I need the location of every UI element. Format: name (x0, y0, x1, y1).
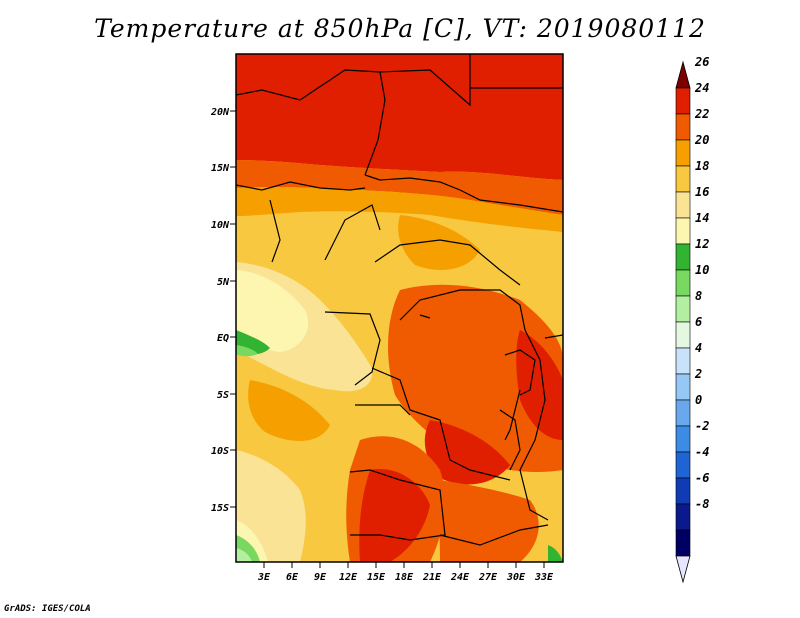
colorbar-segment (675, 269, 691, 297)
lon-label: 9E (314, 572, 327, 583)
colorbar-segment (675, 399, 691, 427)
lat-labels: 20N 15N 10N 5N EQ 5S 10S 15S (210, 107, 230, 514)
lon-ticks (263, 562, 545, 568)
colorbar-segment (675, 139, 691, 167)
colorbar-label: -2 (695, 419, 709, 433)
colorbar-label: 16 (695, 185, 709, 199)
lon-label: 33E (534, 572, 554, 583)
country-borders (236, 54, 563, 546)
colorbar-segment (675, 503, 691, 531)
colorbar-segment (675, 191, 691, 219)
lat-label: 5N (217, 277, 230, 288)
colorbar-segment (675, 425, 691, 453)
colorbar-segment (675, 113, 691, 141)
lat-label: EQ (217, 333, 229, 344)
lat-label: 15S (211, 503, 229, 514)
colorbar-label: 0 (695, 393, 702, 407)
lon-label: 6E (286, 572, 299, 583)
map-title: Temperature at 850hPa [C], VT: 201908011… (94, 14, 706, 43)
lon-label: 27E (478, 572, 498, 583)
colorbar-label: 10 (695, 263, 709, 277)
lon-label: 3E (257, 572, 271, 583)
colorbar-label: 22 (694, 107, 709, 121)
lat-label: 10N (211, 220, 230, 231)
lat-ticks (230, 110, 236, 508)
colorbar-segment (675, 529, 691, 557)
colorbar-label: 6 (695, 315, 702, 329)
lon-label: 24E (450, 572, 470, 583)
colorbar-segment (675, 87, 691, 115)
colorbar-segment (675, 165, 691, 193)
colorbar-segment (675, 321, 691, 349)
lon-label: 30E (506, 572, 526, 583)
grads-credit: GrADS: IGES/COLA (4, 604, 91, 614)
colorbar-label: 4 (695, 341, 702, 355)
lon-label: 15E (367, 572, 386, 583)
lon-label: 12E (339, 572, 358, 583)
colorbar-label: 24 (694, 81, 709, 95)
colorbar-bottom-triangle (675, 555, 691, 584)
map-frame (235, 53, 564, 563)
lat-label: 15N (211, 163, 230, 174)
colorbar-segment (675, 373, 691, 401)
colorbar-label: -8 (695, 497, 709, 511)
colorbar-label: -6 (695, 471, 709, 485)
temperature-field (236, 54, 563, 562)
colorbar-label: 14 (695, 211, 709, 225)
lat-label: 20N (210, 107, 230, 118)
lat-label: 5S (217, 390, 229, 401)
colorbar-label: 2 (694, 367, 702, 381)
colorbar-label: 8 (695, 289, 702, 303)
lon-labels: 3E 6E 9E 12E 15E 18E 21E 24E 27E 30E 33E (257, 572, 554, 583)
colorbar-label: 26 (694, 55, 709, 69)
lat-label: 10S (211, 446, 229, 457)
colorbar-label: -4 (695, 445, 709, 459)
lon-label: 18E (395, 572, 414, 583)
colorbar-label: 12 (695, 237, 709, 251)
colorbar-label: 18 (695, 159, 709, 173)
colorbar-label: 20 (694, 133, 709, 147)
colorbar-segment (675, 347, 691, 375)
colorbar-segment (675, 477, 691, 505)
colorbar-segment (675, 217, 691, 245)
colorbar-segment (675, 451, 691, 479)
lon-label: 21E (422, 572, 442, 583)
colorbar-segment (675, 243, 691, 271)
colorbar-segment (675, 295, 691, 323)
colorbar-top-triangle (675, 60, 691, 89)
colorbar (675, 60, 691, 584)
